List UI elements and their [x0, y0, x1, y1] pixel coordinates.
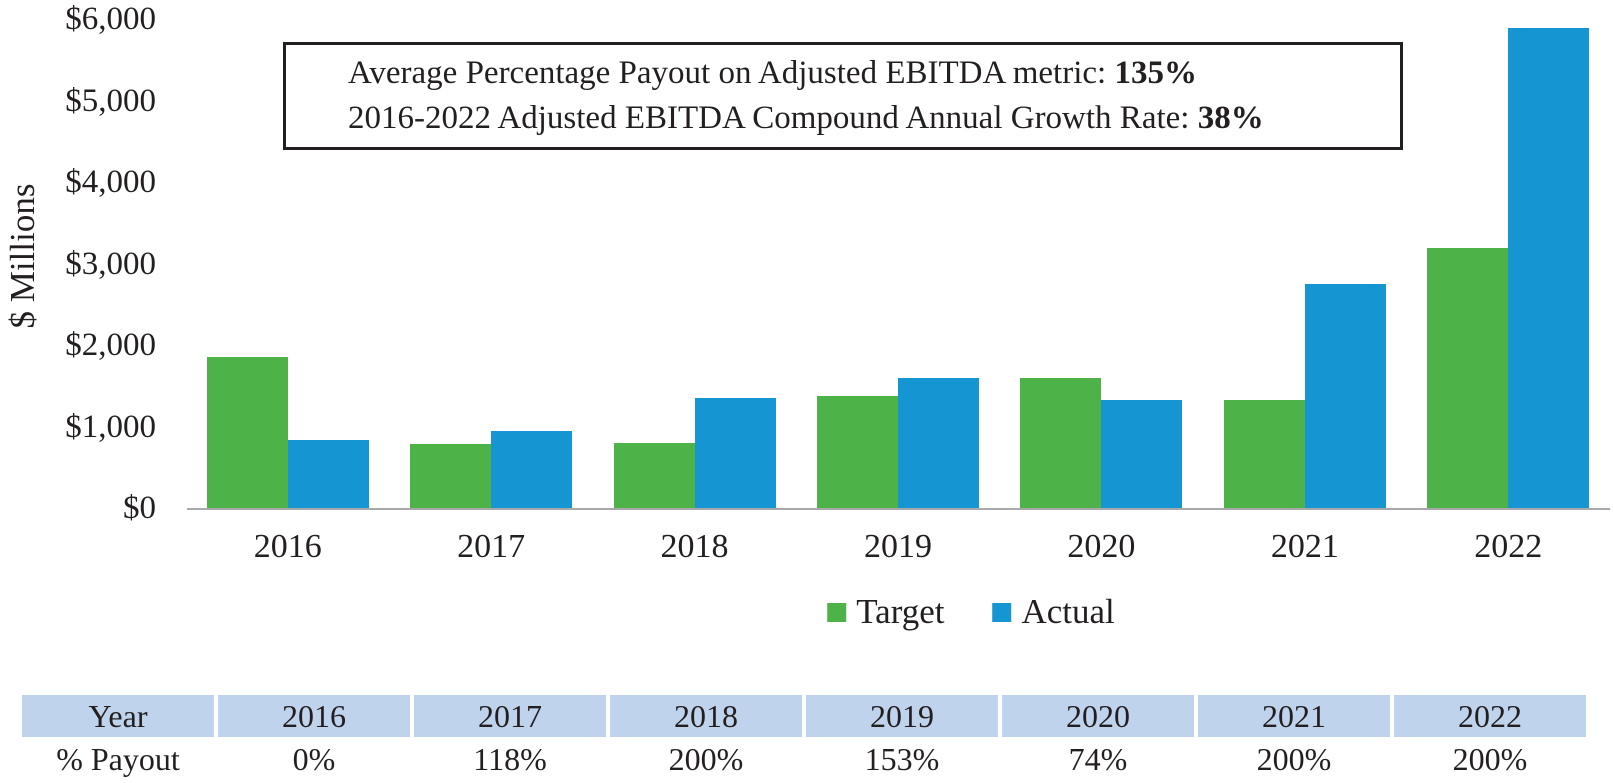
bar-group-2019 [796, 19, 999, 508]
table-header-2017: 2017 [414, 695, 606, 737]
bar-group-2016 [186, 19, 389, 508]
y-tick-0: $0 [123, 490, 156, 526]
annotation-box: Average Percentage Payout on Adjusted EB… [283, 42, 1403, 150]
x-axis-line [187, 508, 1610, 510]
table-header-year: Year [22, 695, 214, 737]
bar-target-2017 [410, 443, 492, 508]
bar-actual-2019 [897, 378, 979, 508]
bar-target-2020 [1020, 378, 1102, 508]
annotation-line1-value: 135% [1114, 55, 1197, 91]
x-tick-2022: 2022 [1474, 528, 1543, 565]
table-payout-2022: 200% [1452, 740, 1528, 777]
table-header-2019: 2019 [806, 695, 998, 737]
bar-target-2021 [1223, 399, 1305, 508]
annotation-line1-text: Average Percentage Payout on Adjusted EB… [348, 55, 1115, 91]
table-row-label-payout: % Payout [56, 740, 180, 777]
x-axis-labels: 2016 2017 2018 2019 2020 2021 2022 [186, 528, 1610, 566]
table-header-row: Year 2016 2017 2018 2019 2020 2021 2022 [22, 695, 1586, 737]
table-header-2022: 2022 [1394, 695, 1586, 737]
table-payout-2020: 74% [1068, 740, 1128, 777]
legend-item-actual: Actual [992, 592, 1115, 632]
table-payout-2016: 0% [292, 740, 336, 777]
table-payout-2019: 153% [864, 740, 940, 777]
bar-group-2020 [1000, 19, 1203, 508]
legend-item-target: Target [827, 592, 944, 632]
annotation-line2-text: 2016-2022 Adjusted EBITDA Compound Annua… [348, 100, 1198, 136]
y-tick-5000: $5,000 [65, 82, 156, 119]
annotation-line2-value: 38% [1197, 100, 1264, 136]
bar-group-2017 [389, 19, 592, 508]
table-data-row: % Payout 0% 118% 200% 153% 74% 200% 200% [22, 740, 1586, 778]
payout-table: Year 2016 2017 2018 2019 2020 2021 2022 % Payou… [18, 692, 1590, 781]
y-tick-4000: $4,000 [65, 164, 156, 200]
table-header-2018: 2018 [610, 695, 802, 737]
x-tick-2021: 2021 [1270, 528, 1339, 565]
y-tick-2000: $2,000 [65, 327, 156, 363]
legend-label-actual: Actual [1021, 592, 1115, 631]
bar-actual-2022 [1508, 27, 1590, 508]
bar-actual-2021 [1304, 284, 1386, 508]
x-tick-2020: 2020 [1067, 528, 1136, 565]
table-payout-2018: 200% [668, 740, 744, 777]
y-tick-1000: $1,000 [65, 408, 156, 445]
legend-swatch-target-icon [827, 602, 847, 622]
legend-label-target: Target [856, 592, 945, 631]
bar-target-2016 [206, 357, 288, 508]
bar-target-2018 [613, 443, 695, 508]
legend-swatch-actual-icon [992, 602, 1012, 622]
plot-area [186, 19, 1610, 508]
bar-actual-2016 [287, 439, 369, 508]
y-tick-6000: $6,000 [65, 1, 156, 37]
table-payout-2017: 118% [473, 740, 547, 777]
table-header-2021: 2021 [1198, 695, 1390, 737]
bar-target-2022 [1427, 248, 1509, 508]
bar-actual-2020 [1101, 399, 1183, 508]
chart-legend: Target Actual [827, 592, 1115, 632]
bar-target-2019 [816, 395, 898, 508]
y-tick-3000: $3,000 [65, 245, 156, 282]
table-header-2016: 2016 [218, 695, 410, 737]
x-tick-2019: 2019 [863, 528, 932, 565]
x-tick-2018: 2018 [660, 528, 729, 565]
bar-group-2018 [593, 19, 796, 508]
annotation-line-2: 2016-2022 Adjusted EBITDA Compound Annua… [348, 96, 1400, 141]
annotation-line-1: Average Percentage Payout on Adjusted EB… [348, 51, 1400, 96]
bar-group-2021 [1203, 19, 1406, 508]
bar-group-2022 [1407, 19, 1610, 508]
table-header-2020: 2020 [1002, 695, 1194, 737]
x-tick-2016: 2016 [253, 528, 322, 565]
x-tick-2017: 2017 [457, 528, 526, 565]
table-payout-2021: 200% [1256, 740, 1332, 777]
bar-actual-2018 [694, 397, 776, 508]
bar-actual-2017 [491, 430, 573, 508]
